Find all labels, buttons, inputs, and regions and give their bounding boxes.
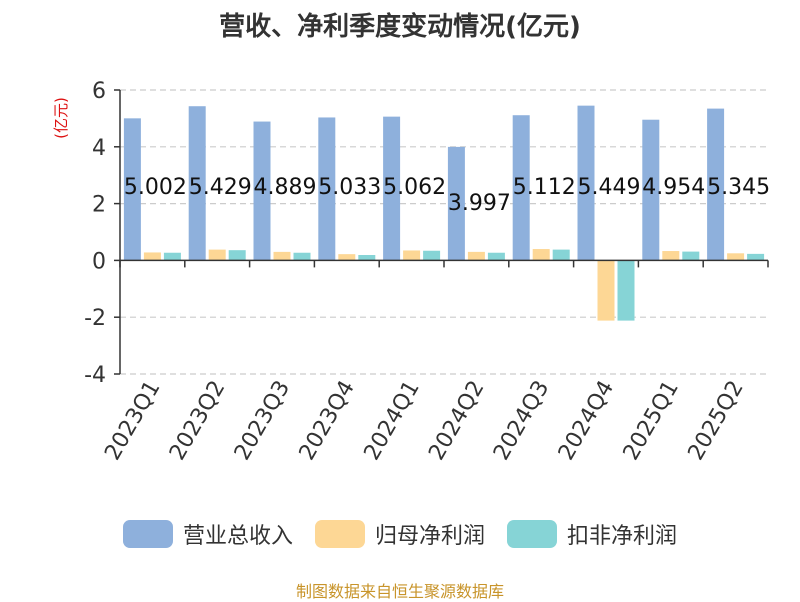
y-tick-label: 4 — [92, 136, 106, 161]
x-tick-label: 2024Q4 — [554, 377, 619, 465]
bar-revenue — [253, 121, 271, 261]
data-label: 5.033 — [318, 175, 381, 200]
bar-net-profit — [403, 250, 421, 261]
y-tick-label: 2 — [92, 193, 106, 218]
bar-deducted-net-profit — [747, 253, 765, 261]
data-label: 5.062 — [383, 175, 446, 200]
bar-deducted-net-profit — [228, 250, 246, 261]
data-label: 5.429 — [189, 175, 252, 200]
bar-chart: -4 -2 0 2 4 6 (亿元) 5.002 5.429 4.889 5.033 5.0623.9… — [52, 79, 770, 465]
x-tick-label: 2024Q2 — [424, 377, 489, 465]
bar-revenue — [383, 116, 401, 261]
source-note: 制图数据来自恒生聚源数据库 — [295, 582, 504, 601]
bar-deducted-net-profit — [423, 250, 441, 261]
legend-label: 营业总收入 — [182, 524, 293, 549]
bar-revenue — [447, 146, 465, 261]
legend-item[interactable]: 归母净利润 — [314, 518, 485, 550]
x-tick-label: 2023Q2 — [165, 377, 230, 465]
y-tick-label: -2 — [84, 306, 106, 331]
data-label: 5.002 — [124, 175, 187, 200]
bar-revenue — [512, 115, 530, 261]
bar-net-profit — [338, 254, 356, 261]
bar-deducted-net-profit — [682, 251, 700, 261]
bar-revenue — [188, 106, 206, 261]
bar-deducted-net-profit — [293, 252, 311, 261]
bar-deducted-net-profit — [487, 252, 505, 261]
x-tick-label: 2024Q3 — [489, 377, 554, 465]
x-tick-label: 2025Q1 — [619, 377, 684, 465]
bar-deducted-net-profit — [552, 249, 570, 261]
bar-deducted-net-profit — [358, 255, 376, 261]
legend-item[interactable]: 营业总收入 — [122, 518, 293, 550]
legend-swatch — [314, 520, 365, 548]
y-tick-label: 6 — [92, 79, 106, 104]
bar-deducted-net-profit — [163, 252, 181, 261]
bar-net-profit — [597, 260, 615, 321]
bar-net-profit — [143, 252, 161, 261]
bar-revenue — [318, 117, 336, 261]
bar-net-profit — [467, 251, 485, 261]
legend: 营业总收入 归母净利润 扣非净利润 — [0, 518, 800, 550]
bar-net-profit — [208, 249, 226, 261]
x-tick-label: 2023Q1 — [100, 377, 165, 465]
x-tick-label: 2023Q4 — [295, 377, 360, 465]
data-label: 4.954 — [642, 175, 705, 200]
bar-revenue — [642, 119, 660, 261]
legend-label: 归母净利润 — [374, 524, 485, 549]
bar-revenue — [123, 118, 141, 261]
data-label: 5.345 — [707, 175, 770, 200]
bar-revenue — [707, 108, 725, 261]
bar-net-profit — [532, 249, 550, 261]
legend-item[interactable]: 扣非净利润 — [507, 518, 677, 550]
legend-swatch — [122, 520, 173, 548]
x-tick-label: 2025Q2 — [683, 377, 748, 465]
bar-net-profit — [662, 251, 680, 261]
legend-swatch — [507, 520, 557, 548]
x-tick-label: 2023Q3 — [230, 377, 295, 465]
data-label: 5.112 — [513, 175, 576, 200]
y-tick-label: 0 — [92, 249, 106, 274]
data-label: 4.889 — [254, 175, 317, 200]
chart-title: 营收、净利季度变动情况(亿元) — [219, 12, 581, 42]
bar-net-profit — [273, 251, 291, 261]
y-axis-label: (亿元) — [52, 97, 70, 139]
bar-revenue — [577, 105, 595, 261]
data-label: 5.449 — [578, 175, 641, 200]
y-tick-label: -4 — [84, 363, 106, 388]
data-label: 3.997 — [448, 191, 511, 216]
legend-label: 扣非净利润 — [567, 524, 678, 549]
bar-net-profit — [727, 253, 745, 261]
x-tick-label: 2024Q1 — [359, 377, 424, 465]
bar-deducted-net-profit — [617, 260, 635, 321]
